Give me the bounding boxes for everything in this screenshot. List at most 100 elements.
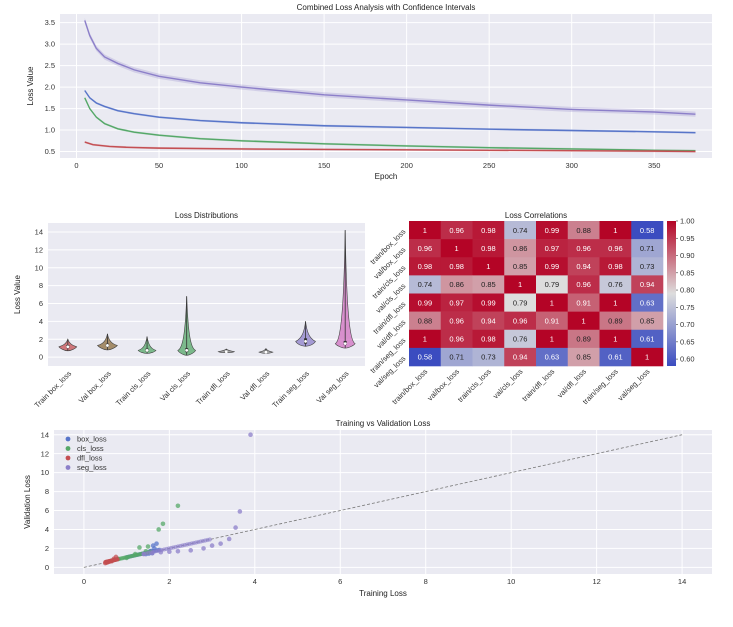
heatmap-cell bbox=[409, 275, 442, 294]
heatmap-cell-value: 0.98 bbox=[481, 244, 496, 253]
heatmap-col-label: train/dfl_loss bbox=[520, 367, 556, 403]
scatter-point-cls_loss bbox=[145, 544, 151, 549]
heatmap-cell-value: 1 bbox=[455, 244, 459, 253]
train-val-scatter-chart: 0 2 4 6 8 10 12 14 0 2 4 6 8 10 12 14 Training vs Valida… bbox=[23, 419, 712, 598]
violin-category-label: Val box_loss bbox=[77, 369, 113, 405]
heatmap-cell-value: 0.85 bbox=[513, 262, 528, 271]
heatmap-cell bbox=[472, 221, 505, 240]
heatmap-col-label: val/dfl_loss bbox=[555, 367, 588, 400]
violin-median-point-0 bbox=[66, 345, 70, 349]
heatmap-cell-value: 0.89 bbox=[608, 316, 623, 325]
heatmap-colorbar-tick-label: 0.75 bbox=[680, 303, 695, 312]
scatter-point-seg_loss bbox=[167, 549, 172, 555]
heatmap-cell bbox=[599, 221, 632, 240]
heatmap-cell-value: 0.71 bbox=[449, 353, 464, 362]
heatmap-cell-value: 0.96 bbox=[576, 280, 591, 289]
heatmap-cell-value: 0.88 bbox=[576, 226, 591, 235]
heatmap-cell bbox=[599, 275, 632, 294]
scatter-x-tick-label: 10 bbox=[507, 577, 515, 586]
heatmap-cell bbox=[536, 257, 569, 276]
scatter-x-tick-label: 12 bbox=[592, 577, 600, 586]
heatmap-colorbar-tick-label: 0.90 bbox=[680, 251, 695, 260]
heatmap-cell bbox=[567, 257, 600, 276]
line-x-tick-label: 300 bbox=[565, 161, 578, 170]
heatmap-cell-value: 1 bbox=[613, 298, 617, 307]
heatmap-cell bbox=[472, 329, 505, 349]
scatter-y-tick-label: 2 bbox=[45, 544, 49, 553]
heatmap-colorbar-tick-label: 0.85 bbox=[680, 268, 695, 277]
heatmap-title: Loss Correlations bbox=[505, 211, 567, 220]
heatmap-cell-value: 1 bbox=[550, 298, 554, 307]
line-y-tick-label: 3.0 bbox=[45, 40, 55, 49]
violin-y-tick-label: 10 bbox=[35, 263, 43, 272]
heatmap-cell bbox=[567, 275, 600, 294]
heatmap-cell-value: 1 bbox=[550, 335, 554, 344]
heatmap-cell-value: 0.94 bbox=[576, 262, 591, 271]
scatter-legend-label: seg_loss bbox=[77, 463, 107, 472]
scatter-point-dfl_loss bbox=[115, 557, 120, 562]
heatmap-cell-value: 0.96 bbox=[449, 335, 464, 344]
heatmap-cell-value: 0.99 bbox=[481, 298, 496, 307]
heatmap-col-label: train/box_loss bbox=[390, 367, 429, 406]
heatmap-cell-value: 0.98 bbox=[481, 226, 496, 235]
line-x-tick-label: 200 bbox=[400, 161, 413, 170]
heatmap-cell bbox=[631, 221, 664, 240]
heatmap-cell bbox=[504, 293, 537, 312]
heatmap-cell bbox=[599, 329, 632, 349]
heatmap-cell-value: 0.96 bbox=[576, 244, 591, 253]
heatmap-cell bbox=[440, 347, 473, 367]
line-y-tick-label: 1.0 bbox=[45, 126, 55, 135]
heatmap-cell bbox=[504, 329, 537, 349]
heatmap-cell bbox=[631, 275, 664, 294]
heatmap-cell bbox=[599, 257, 632, 276]
scatter-point-seg_loss bbox=[233, 525, 238, 530]
heatmap-cell-value: 0.89 bbox=[576, 335, 591, 344]
heatmap-cell bbox=[504, 275, 537, 294]
heatmap-colorbar-tick-label: 0.80 bbox=[680, 286, 695, 295]
line-series-1 bbox=[84, 90, 696, 134]
scatter-point-seg_loss bbox=[226, 536, 232, 542]
violin-plot-background bbox=[48, 223, 365, 366]
line-chart-title: Combined Loss Analysis with Confidence I… bbox=[297, 3, 476, 12]
heatmap-cell bbox=[567, 293, 600, 312]
line-y-tick-label: 0.5 bbox=[45, 147, 55, 156]
heatmap-cell-value: 0.73 bbox=[481, 353, 496, 362]
line-series-3 bbox=[84, 141, 696, 153]
heatmap-cell bbox=[567, 239, 600, 258]
scatter-point-box_loss bbox=[154, 541, 159, 546]
violin-median-point-1 bbox=[106, 344, 109, 347]
heatmap-cell bbox=[504, 347, 537, 367]
heatmap-cell bbox=[567, 311, 600, 331]
violin-y-tick-label: 0 bbox=[39, 353, 43, 362]
violin-y-tick-label: 8 bbox=[39, 281, 43, 290]
line-x-tick-label: 0 bbox=[74, 161, 78, 170]
heatmap-cell-value: 0.94 bbox=[640, 280, 655, 289]
heatmap-cell-value: 0.58 bbox=[418, 353, 433, 362]
line-x-tick-label: 250 bbox=[483, 161, 496, 170]
scatter-point-seg_loss bbox=[201, 546, 206, 551]
heatmap-cell-value: 1 bbox=[423, 226, 427, 235]
heatmap-cell bbox=[440, 239, 473, 258]
line-series-confidence-band bbox=[84, 17, 696, 117]
scatter-point-seg_loss bbox=[218, 541, 223, 546]
heatmap-cell-value: 1 bbox=[518, 280, 522, 289]
line-y-tick-label: 3.5 bbox=[45, 18, 55, 27]
heatmap-cell bbox=[440, 329, 473, 349]
violin-median-point-7 bbox=[343, 342, 347, 346]
scatter-y-tick-label: 4 bbox=[45, 525, 49, 534]
heatmap-cell-value: 0.74 bbox=[418, 280, 433, 289]
heatmap-cell bbox=[631, 329, 664, 349]
heatmap-cell bbox=[631, 311, 664, 331]
heatmap-cell-value: 0.73 bbox=[640, 262, 655, 271]
heatmap-cell-value: 0.96 bbox=[513, 316, 528, 325]
scatter-legend-marker bbox=[65, 465, 71, 470]
scatter-point-seg_loss bbox=[209, 543, 215, 548]
scatter-y-tick-label: 12 bbox=[41, 449, 49, 458]
line-chart-x-label: Epoch bbox=[375, 172, 398, 181]
scatter-x-tick-label: 0 bbox=[82, 577, 86, 586]
heatmap-cell bbox=[567, 221, 600, 240]
violin-median-point-3 bbox=[185, 348, 189, 352]
heatmap-cell-value: 0.85 bbox=[576, 353, 591, 362]
